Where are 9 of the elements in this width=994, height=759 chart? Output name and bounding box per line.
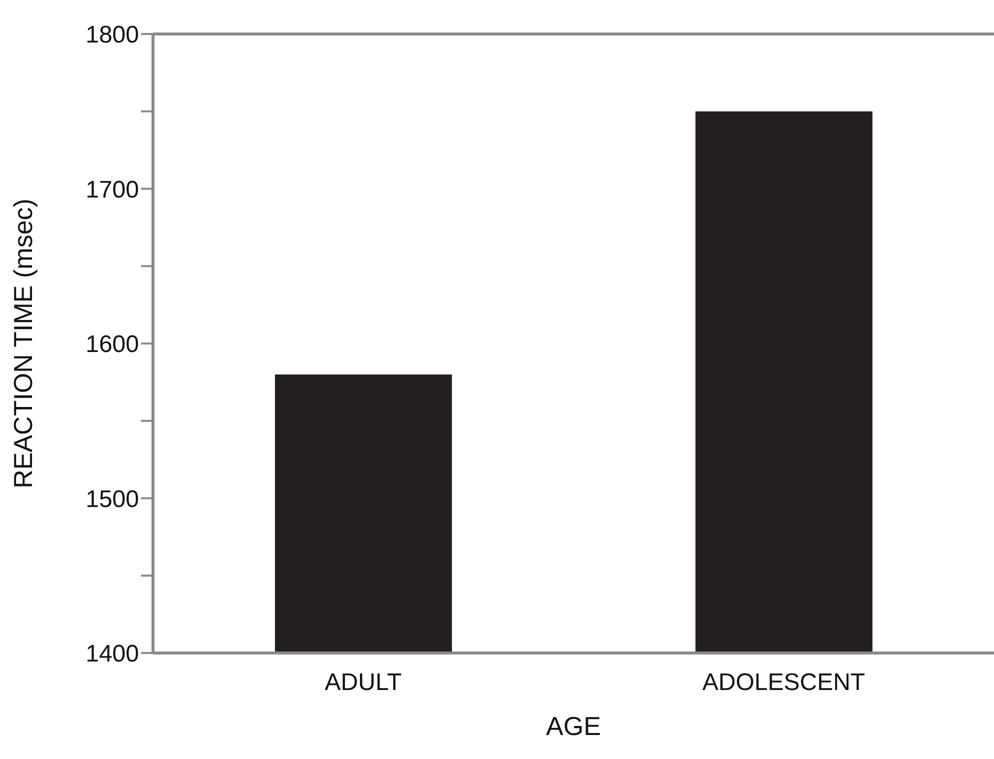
- y-tick-label: 1600: [86, 331, 139, 358]
- y-tick-label: 1500: [86, 486, 139, 513]
- y-tick-label: 1400: [86, 640, 139, 668]
- x-tick-label: ADULT: [324, 669, 402, 696]
- y-tick-label: 1700: [86, 176, 139, 204]
- x-tick-label: ADOLESCENT: [702, 669, 866, 696]
- x-axis-title: AGE: [546, 711, 601, 741]
- y-tick-label: 1800: [86, 22, 139, 49]
- y-axis-title: REACTION TIME (msec): [8, 198, 38, 488]
